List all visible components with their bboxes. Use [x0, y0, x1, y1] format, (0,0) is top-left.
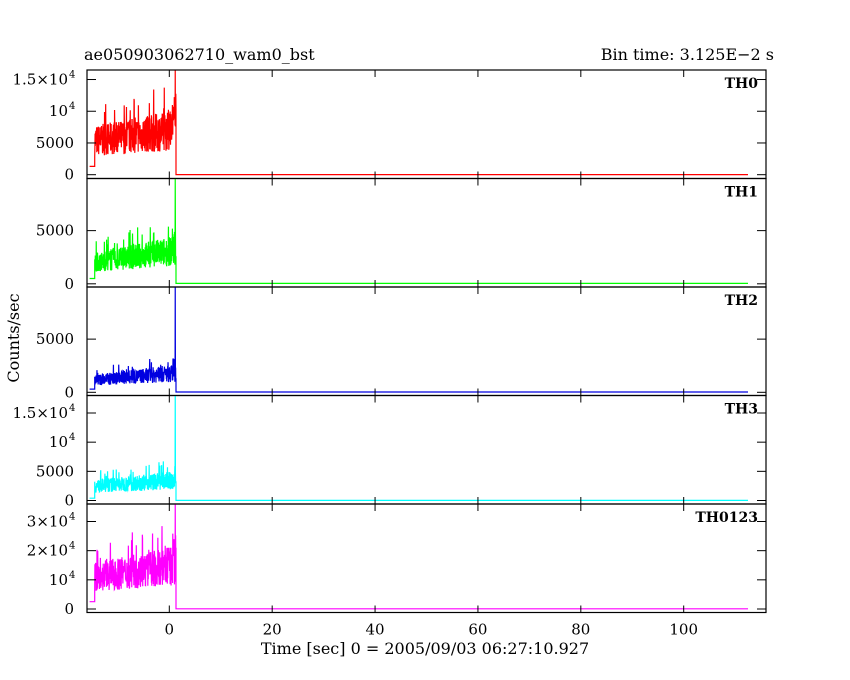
panel-label-th0123: TH0123 — [695, 510, 758, 526]
panel-label-th0: TH0 — [725, 76, 759, 92]
x-tick-label: 20 — [263, 621, 282, 639]
panel-label-th2: TH2 — [725, 293, 758, 309]
panel-th2: 0 5000 TH2 — [36, 286, 767, 401]
panel-frame — [86, 286, 767, 397]
x-axis: 0 20 40 60 80 100 — [165, 621, 698, 639]
y-tick-label-exponent: 4 — [69, 101, 75, 112]
bin-time-label: Bin time: 3.125E−2 s — [601, 45, 774, 64]
panel-label-th3: TH3 — [725, 402, 758, 418]
trace-th2 — [89, 286, 748, 393]
y-tick-label: 5000 — [36, 462, 74, 480]
x-tick-label: 100 — [669, 621, 698, 639]
y-tick-label-exponent: 4 — [69, 541, 75, 552]
panel-frame — [86, 69, 767, 180]
y-tick-label: 10 — [49, 433, 68, 451]
y-tick-label-exponent: 4 — [69, 570, 75, 581]
panel-frame — [86, 394, 767, 505]
chart-title: ae050903062710_wam0_bst — [84, 45, 315, 64]
y-tick-label: 1.5×10 — [12, 404, 68, 422]
y-tick-label-exponent: 4 — [69, 512, 75, 523]
y-tick-label: 0 — [64, 166, 74, 184]
y-tick-label: 5000 — [36, 222, 74, 240]
x-tick-label: 0 — [165, 621, 175, 639]
panel-label-th1: TH1 — [725, 185, 758, 201]
y-tick-label-exponent: 4 — [69, 403, 75, 414]
trace-th3 — [89, 395, 748, 501]
trace-th1 — [89, 178, 748, 284]
x-tick-label: 80 — [571, 621, 590, 639]
panel-th1: 0 5000 TH1 — [36, 177, 767, 293]
y-tick-label: 10 — [49, 571, 68, 589]
trace-th0 — [89, 69, 748, 176]
y-axis-title: Counts/sec — [4, 293, 23, 382]
y-tick-label: 0 — [64, 492, 74, 510]
panel-frame — [86, 503, 767, 614]
y-tick-label-exponent: 4 — [69, 70, 75, 81]
x-axis-title: Time [sec] 0 = 2005/09/03 06:27:10.927 — [261, 639, 589, 658]
x-tick-label: 60 — [468, 621, 487, 639]
y-tick-label: 5000 — [36, 330, 74, 348]
panel-frame — [86, 177, 767, 288]
y-tick-label: 3×10 — [27, 513, 68, 531]
y-tick-label: 0 — [64, 383, 74, 401]
y-tick-label: 2×10 — [27, 542, 68, 560]
panel-th0123: 010 42×10 43×10 4 TH0123 — [27, 503, 767, 618]
y-tick-label: 1.5×10 — [12, 71, 68, 89]
y-tick-label: 0 — [64, 600, 74, 618]
trace-th0123 — [89, 503, 748, 610]
y-tick-label: 0 — [64, 275, 74, 293]
y-tick-label: 10 — [49, 102, 68, 120]
x-tick-label: 40 — [366, 621, 385, 639]
y-tick-label-exponent: 4 — [69, 432, 75, 443]
y-tick-label: 5000 — [36, 134, 74, 152]
